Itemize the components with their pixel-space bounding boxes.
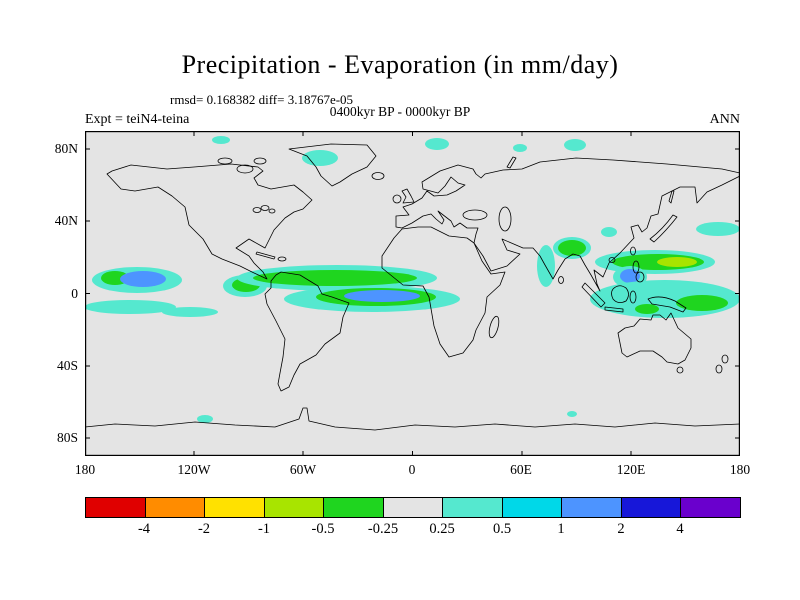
chart-title: Precipitation - Evaporation (in mm/day) xyxy=(181,50,619,79)
stats-line: rmsd= 0.168382 diff= 3.18767e-05 xyxy=(170,92,354,107)
colorbar-cell xyxy=(323,497,384,518)
colorbar-cell xyxy=(442,497,503,518)
colorbar-label: -2 xyxy=(197,521,211,537)
y-tick-0: 0 xyxy=(71,286,78,301)
colorbar-label: 0.5 xyxy=(492,521,512,537)
experiment-label: Expt = teiN4-teina xyxy=(85,112,190,127)
colorbar-label: 4 xyxy=(676,521,684,537)
x-tick-0: 0 xyxy=(408,462,416,477)
map-panel xyxy=(84,131,741,456)
colorbar-cell xyxy=(561,497,622,518)
colorbar-cell xyxy=(680,497,742,518)
colorbar-label: -0.5 xyxy=(311,521,335,537)
season-label: ANN xyxy=(709,112,740,127)
y-tick-80N: 80N xyxy=(54,141,78,156)
colorbar-label: 2 xyxy=(617,521,625,537)
y-tick-40S: 40S xyxy=(56,358,78,373)
colorbar-cell xyxy=(204,497,265,518)
colorbar-cell xyxy=(263,497,325,518)
y-tick-80S: 80S xyxy=(56,430,78,445)
anomaly-patches xyxy=(84,136,740,423)
colorbar-label: 0.25 xyxy=(429,521,455,537)
x-tick-180e: 180 xyxy=(729,462,751,477)
x-tick-180w: 180 xyxy=(74,462,96,477)
colorbar xyxy=(85,497,742,518)
colorbar-cell xyxy=(620,497,682,518)
colorbar-label: -4 xyxy=(137,521,151,537)
colorbar-cell xyxy=(85,497,146,518)
period-label: 0400kyr BP - 0000kyr BP xyxy=(329,104,471,119)
map-frame xyxy=(85,131,740,456)
colorbar-cell xyxy=(382,497,444,518)
x-tick-120w: 120W xyxy=(177,462,211,477)
colorbar-label: -1 xyxy=(257,521,271,537)
x-tick-60w: 60W xyxy=(289,462,317,477)
colorbar-cell xyxy=(501,497,563,518)
x-tick-60e: 60E xyxy=(510,462,532,477)
x-tick-120e: 120E xyxy=(616,462,646,477)
world-map xyxy=(84,131,741,456)
colorbar-label: -0.25 xyxy=(367,521,399,537)
colorbar-cell xyxy=(144,497,206,518)
colorbar-label: 1 xyxy=(557,521,565,537)
y-tick-40N: 40N xyxy=(54,213,78,228)
coastlines xyxy=(84,143,741,431)
